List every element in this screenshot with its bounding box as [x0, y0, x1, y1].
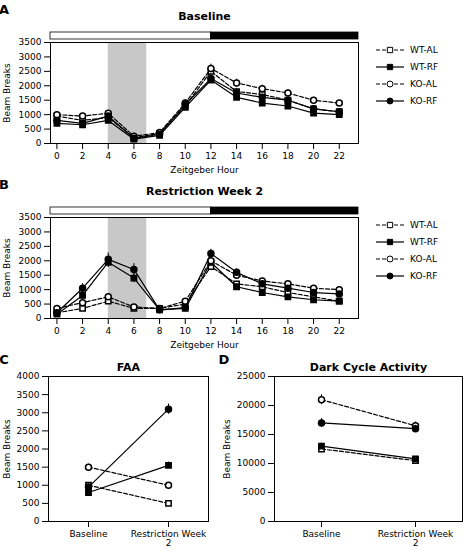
- svg-text:0: 0: [36, 138, 42, 148]
- svg-text:6: 6: [131, 326, 137, 336]
- svg-text:Baseline: Baseline: [69, 529, 108, 539]
- svg-text:10000: 10000: [237, 458, 266, 468]
- svg-text:1500: 1500: [19, 95, 42, 105]
- svg-text:14: 14: [231, 326, 243, 336]
- svg-text:0: 0: [34, 516, 40, 526]
- svg-text:0: 0: [54, 151, 60, 161]
- svg-text:4000: 4000: [17, 371, 40, 381]
- svg-text:22: 22: [334, 151, 345, 161]
- svg-text:0: 0: [260, 516, 266, 526]
- svg-text:3500: 3500: [17, 390, 40, 400]
- svg-text:Zeitgeber Hour: Zeitgeber Hour: [170, 165, 239, 175]
- svg-text:1500: 1500: [17, 462, 40, 472]
- svg-text:16: 16: [257, 326, 269, 336]
- svg-text:2: 2: [80, 326, 86, 336]
- svg-text:D: D: [219, 352, 230, 367]
- svg-text:1000: 1000: [19, 110, 42, 120]
- svg-text:3000: 3000: [19, 227, 42, 237]
- svg-text:14: 14: [231, 151, 243, 161]
- svg-text:WT-RF: WT-RF: [410, 62, 438, 72]
- svg-text:12: 12: [205, 151, 216, 161]
- svg-text:4: 4: [105, 151, 111, 161]
- svg-text:KO-AL: KO-AL: [410, 79, 437, 89]
- svg-text:2: 2: [80, 151, 86, 161]
- svg-text:WT-AL: WT-AL: [410, 45, 438, 55]
- svg-text:8: 8: [157, 326, 163, 336]
- svg-text:2000: 2000: [17, 444, 40, 454]
- svg-text:Restriction Week2: Restriction Week2: [131, 529, 207, 548]
- svg-text:Beam Breaks: Beam Breaks: [2, 63, 12, 123]
- svg-text:3500: 3500: [19, 37, 42, 47]
- svg-text:500: 500: [22, 498, 39, 508]
- svg-text:2500: 2500: [19, 66, 42, 76]
- svg-text:2500: 2500: [19, 241, 42, 251]
- svg-text:Dark Cycle Activity: Dark Cycle Activity: [310, 361, 427, 374]
- svg-text:20: 20: [308, 326, 320, 336]
- svg-text:A: A: [0, 2, 9, 17]
- svg-text:0: 0: [36, 313, 42, 323]
- svg-text:2000: 2000: [19, 81, 42, 91]
- svg-text:WT-AL: WT-AL: [410, 220, 438, 230]
- svg-text:KO-RF: KO-RF: [410, 96, 437, 106]
- svg-text:Restriction Week 2: Restriction Week 2: [146, 185, 263, 198]
- svg-text:25000: 25000: [237, 371, 266, 381]
- svg-text:1000: 1000: [19, 285, 42, 295]
- svg-text:15000: 15000: [237, 429, 266, 439]
- svg-text:20: 20: [308, 151, 320, 161]
- svg-text:4: 4: [105, 326, 111, 336]
- svg-text:C: C: [0, 352, 9, 367]
- svg-text:10: 10: [180, 326, 192, 336]
- svg-text:20000: 20000: [237, 400, 266, 410]
- svg-text:3000: 3000: [19, 52, 42, 62]
- svg-text:1500: 1500: [19, 270, 42, 280]
- svg-text:3000: 3000: [17, 408, 40, 418]
- svg-text:22: 22: [334, 326, 345, 336]
- svg-text:5000: 5000: [243, 487, 266, 497]
- svg-text:16: 16: [257, 151, 269, 161]
- svg-text:0: 0: [54, 326, 60, 336]
- svg-text:FAA: FAA: [117, 361, 141, 374]
- svg-text:2500: 2500: [17, 426, 40, 436]
- svg-text:18: 18: [282, 326, 294, 336]
- svg-text:18: 18: [282, 151, 294, 161]
- svg-text:Beam Breaks: Beam Breaks: [222, 419, 232, 479]
- svg-text:500: 500: [24, 299, 41, 309]
- svg-text:12: 12: [205, 326, 216, 336]
- svg-text:500: 500: [24, 124, 41, 134]
- svg-text:WT-RF: WT-RF: [410, 237, 438, 247]
- svg-text:Baseline: Baseline: [178, 10, 231, 23]
- svg-text:3500: 3500: [19, 212, 42, 222]
- svg-text:Baseline: Baseline: [302, 529, 341, 539]
- svg-text:Beam Breaks: Beam Breaks: [2, 238, 12, 298]
- svg-text:6: 6: [131, 151, 137, 161]
- svg-text:Restriction Week2: Restriction Week2: [378, 529, 454, 548]
- svg-text:KO-AL: KO-AL: [410, 254, 437, 264]
- svg-text:Zeitgeber Hour: Zeitgeber Hour: [170, 340, 239, 350]
- svg-text:8: 8: [157, 151, 163, 161]
- svg-text:10: 10: [180, 151, 192, 161]
- svg-text:Beam Breaks: Beam Breaks: [2, 419, 12, 479]
- svg-text:B: B: [0, 177, 9, 192]
- svg-text:KO-RF: KO-RF: [410, 271, 437, 281]
- svg-text:2000: 2000: [19, 256, 42, 266]
- svg-text:1000: 1000: [17, 480, 40, 490]
